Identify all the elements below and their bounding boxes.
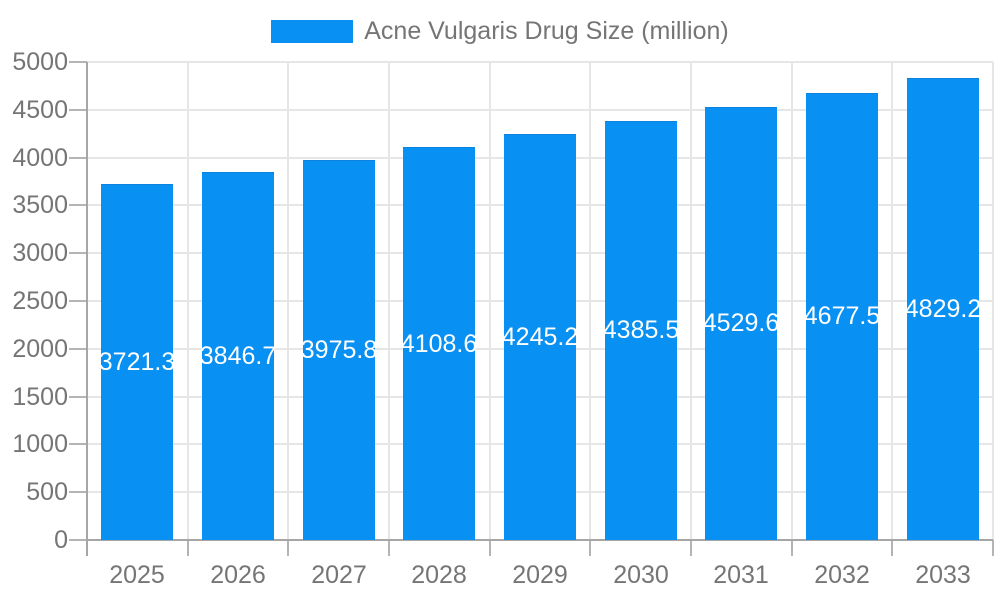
bar-value-label: 3721.3	[98, 348, 176, 376]
x-axis-label: 2027	[311, 561, 367, 589]
x-axis-label: 2025	[109, 561, 165, 589]
y-axis-label: 4500	[12, 96, 68, 124]
y-axis-tick	[69, 396, 87, 398]
gridline-horizontal	[87, 61, 993, 63]
x-axis-tick	[287, 540, 289, 556]
y-axis-label: 500	[26, 478, 68, 506]
y-axis-tick	[69, 61, 87, 63]
x-axis-tick	[589, 540, 591, 556]
x-axis-label: 2033	[915, 561, 971, 589]
gridline-vertical	[690, 62, 692, 540]
y-axis-tick	[69, 204, 87, 206]
bar-value-label: 4108.6	[400, 330, 478, 358]
y-axis-label: 3000	[12, 239, 68, 267]
y-axis-tick	[69, 300, 87, 302]
gridline-vertical	[992, 62, 994, 540]
gridline-vertical	[791, 62, 793, 540]
bar-value-label: 4529.6	[702, 309, 780, 337]
x-axis-label: 2029	[512, 561, 568, 589]
bar	[303, 160, 375, 540]
bar-value-label: 3975.8	[300, 336, 378, 364]
bar-value-label: 4677.5	[803, 302, 881, 330]
bar-value-label: 3846.7	[199, 342, 277, 370]
bar	[403, 147, 475, 540]
x-axis-tick	[891, 540, 893, 556]
x-axis-tick	[992, 540, 994, 556]
x-axis-tick	[489, 540, 491, 556]
x-axis-tick	[388, 540, 390, 556]
y-axis-tick	[69, 348, 87, 350]
bar-value-label: 4385.5	[602, 316, 680, 344]
gridline-vertical	[489, 62, 491, 540]
x-axis-label: 2028	[411, 561, 467, 589]
x-axis-label: 2032	[814, 561, 870, 589]
x-axis-label: 2026	[210, 561, 266, 589]
y-axis-tick	[69, 443, 87, 445]
y-axis-label: 4000	[12, 144, 68, 172]
x-axis-label: 2030	[613, 561, 669, 589]
bar	[202, 172, 274, 540]
y-axis-label: 2500	[12, 287, 68, 315]
bar	[101, 184, 173, 540]
bar	[504, 134, 576, 540]
y-axis-tick	[69, 539, 87, 541]
gridline-vertical	[388, 62, 390, 540]
y-axis-line	[86, 62, 88, 556]
bar-value-label: 4829.2	[904, 295, 982, 323]
legend-label: Acne Vulgaris Drug Size (million)	[364, 17, 729, 45]
bar	[705, 107, 777, 540]
x-axis-tick	[690, 540, 692, 556]
bar	[907, 78, 979, 540]
x-axis-tick	[791, 540, 793, 556]
legend-swatch-icon	[271, 20, 354, 43]
gridline-horizontal	[87, 109, 993, 111]
y-axis-label: 1000	[12, 430, 68, 458]
gridline-vertical	[187, 62, 189, 540]
y-axis-label: 2000	[12, 335, 68, 363]
x-axis-tick	[187, 540, 189, 556]
x-axis-line	[87, 539, 993, 541]
bar	[605, 121, 677, 540]
y-axis-label: 1500	[12, 383, 68, 411]
gridline-vertical	[891, 62, 893, 540]
x-axis-label: 2031	[713, 561, 769, 589]
y-axis-tick	[69, 109, 87, 111]
gridline-vertical	[589, 62, 591, 540]
gridline-vertical	[287, 62, 289, 540]
y-axis-label: 5000	[12, 48, 68, 76]
y-axis-tick	[69, 157, 87, 159]
y-axis-tick	[69, 491, 87, 493]
y-axis-label: 3500	[12, 191, 68, 219]
y-axis-label: 0	[54, 526, 68, 554]
bar-value-label: 4245.2	[501, 323, 579, 351]
chart-legend: Acne Vulgaris Drug Size (million)	[0, 17, 1000, 45]
y-axis-tick	[69, 252, 87, 254]
bar	[806, 93, 878, 540]
